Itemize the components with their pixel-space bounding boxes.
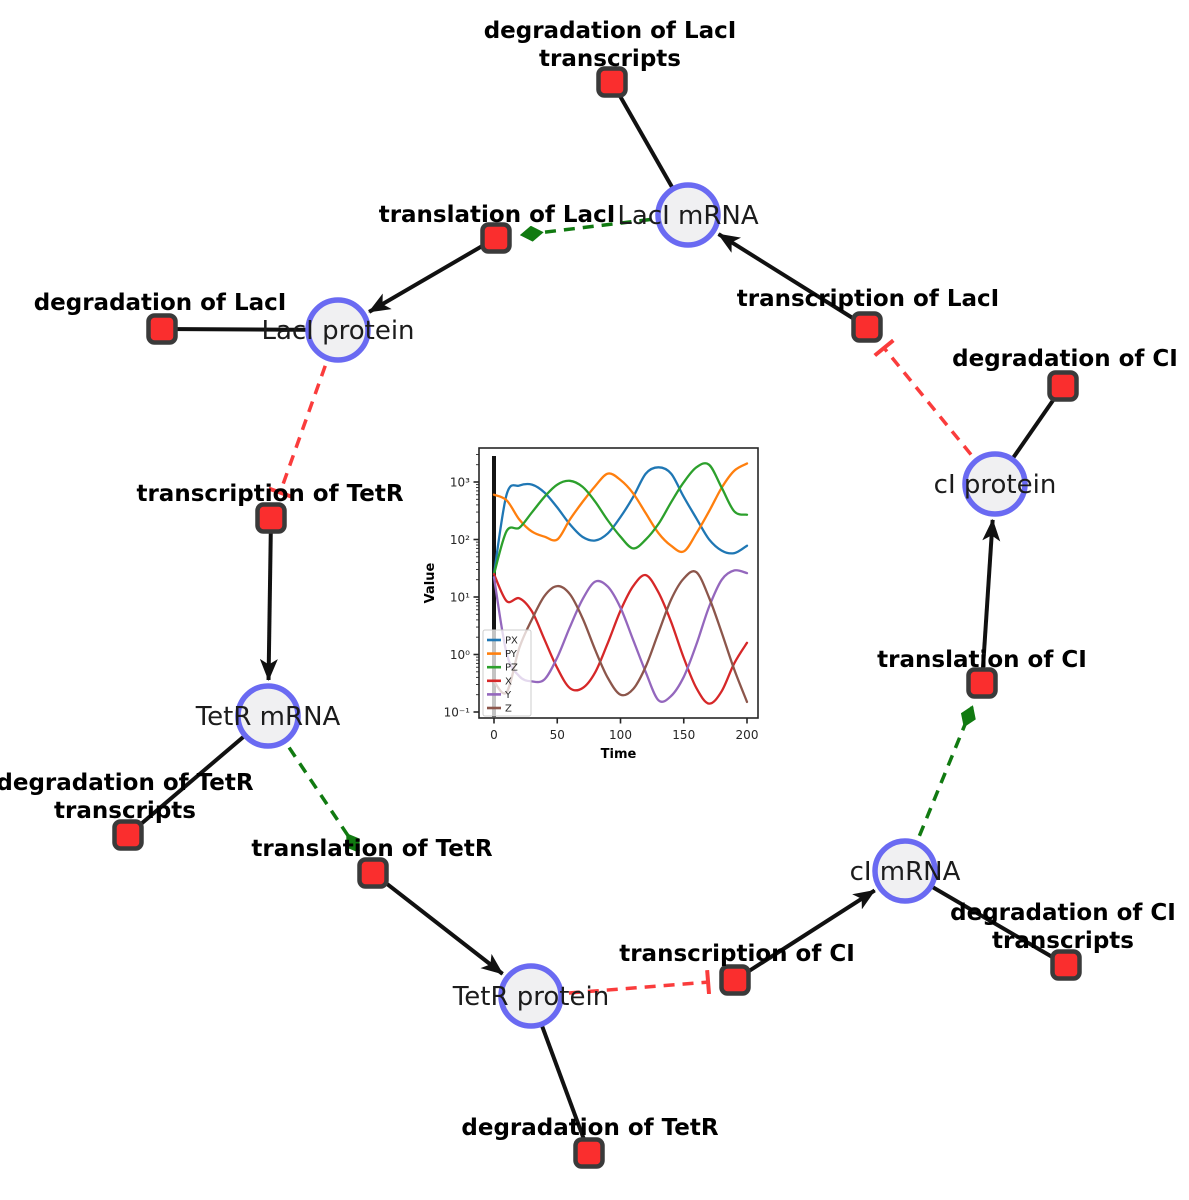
- y-tick-label: 10⁻¹: [444, 706, 471, 720]
- reaction-node-deg_tetr_tx: [112, 819, 144, 851]
- reaction-label-deg_laci_tx: degradation of LacI transcripts: [484, 18, 737, 72]
- network-nodes: [112, 66, 1082, 1169]
- species-label-laci_protein: LacI protein: [261, 316, 414, 346]
- reaction-node-deg_laci: [146, 313, 178, 345]
- reaction-label-deg_ci_tx: degradation of CI transcripts: [950, 900, 1176, 954]
- reaction-node-translation_ci: [966, 667, 998, 699]
- reaction-label-translation_ci: translation of CI: [877, 647, 1087, 673]
- legend-label-PY: PY: [505, 649, 518, 660]
- network-labels: degradation of LacI transcripts translatio…: [0, 18, 1178, 1141]
- reaction-node-translation_laci: [480, 222, 512, 254]
- edge-production-transcription_ci-ci_mrna: [733, 888, 876, 982]
- series-line-X: [492, 572, 749, 705]
- species-node-ci_mrna: [872, 838, 938, 904]
- species-label-ci_protein: cI protein: [934, 470, 1057, 500]
- x-tick-label: 150: [672, 728, 695, 742]
- reaction-label-deg_ci: degradation of CI: [952, 346, 1178, 372]
- y-tick-label: 10³: [450, 476, 470, 490]
- reaction-label-transcription_laci: transcription of LacI: [737, 286, 1000, 312]
- species-label-tetr_protein: TetR protein: [452, 982, 609, 1012]
- species-node-ci_protein: [962, 451, 1028, 517]
- series-line-Z: [492, 570, 749, 704]
- axes-frame: [478, 447, 759, 719]
- edge-production-transcription_tetr-tetr_mrna: [259, 517, 278, 682]
- y-tick-label: 10¹: [450, 591, 470, 605]
- series-line-Y: [492, 569, 749, 703]
- edge-production-transcription_laci-laci_mrna: [717, 232, 869, 329]
- reaction-node-transcription_laci: [851, 311, 883, 343]
- y-tick-label: 10⁰: [450, 648, 470, 662]
- reaction-node-transcription_ci: [719, 964, 751, 996]
- species-node-laci_mrna: [655, 182, 721, 248]
- species-label-laci_mrna: LacI mRNA: [617, 201, 758, 231]
- x-tick-label: 50: [550, 728, 565, 742]
- edge-production-translation_ci-ci_protein: [980, 518, 1001, 684]
- species-node-tetr_protein: [498, 963, 564, 1029]
- plot-curves: [492, 462, 749, 705]
- edge-production-translation_tetr-tetr_protein: [371, 871, 504, 976]
- timeseries-plot: PX PY PZ XYZ 0 50 100 150 200 10⁻¹ 10⁰ 10¹ 10² 10³ Tim…: [423, 447, 759, 762]
- x-tick-label: 200: [736, 728, 759, 742]
- reaction-label-translation_laci: translation of LacI: [379, 202, 616, 228]
- legend-label-PZ: PZ: [505, 663, 518, 674]
- y-tick-label: 10²: [450, 533, 470, 547]
- reaction-node-deg_laci_tx: [596, 66, 628, 98]
- reaction-node-deg_ci_tx: [1050, 949, 1082, 981]
- reaction-node-deg_ci: [1047, 370, 1079, 402]
- series-line-PY: [492, 462, 749, 554]
- legend-label-PX: PX: [505, 636, 518, 647]
- x-tick-label: 0: [490, 728, 498, 742]
- legend-label-Y: Y: [504, 690, 512, 701]
- reaction-node-translation_tetr: [357, 857, 389, 889]
- series-line-PX: [492, 466, 749, 576]
- reaction-label-deg_laci: degradation of LacI: [34, 290, 287, 316]
- species-label-tetr_mrna: TetR mRNA: [195, 702, 341, 732]
- x-tick-label: 100: [609, 728, 632, 742]
- reaction-node-transcription_tetr: [255, 502, 287, 534]
- species-label-ci_mrna: cI mRNA: [850, 857, 961, 887]
- reaction-node-deg_tetr: [573, 1137, 605, 1169]
- reaction-label-transcription_tetr: transcription of TetR: [136, 481, 403, 507]
- legend-label-Z: Z: [505, 704, 512, 715]
- series-line-PZ: [492, 462, 749, 576]
- y-axis-title: Value: [423, 562, 438, 603]
- reaction-label-transcription_ci: transcription of CI: [619, 941, 855, 967]
- species-node-tetr_mrna: [235, 683, 301, 749]
- edge-production-translation_laci-laci_protein: [368, 236, 498, 314]
- x-axis-title: Time: [601, 747, 637, 762]
- reaction-label-deg_tetr_tx: degradation of TetR transcripts: [0, 770, 254, 824]
- species-node-laci_protein: [305, 297, 371, 363]
- reaction-label-deg_tetr: degradation of TetR: [461, 1115, 718, 1141]
- reaction-label-translation_tetr: translation of TetR: [251, 836, 492, 862]
- legend-label-X: X: [505, 676, 512, 687]
